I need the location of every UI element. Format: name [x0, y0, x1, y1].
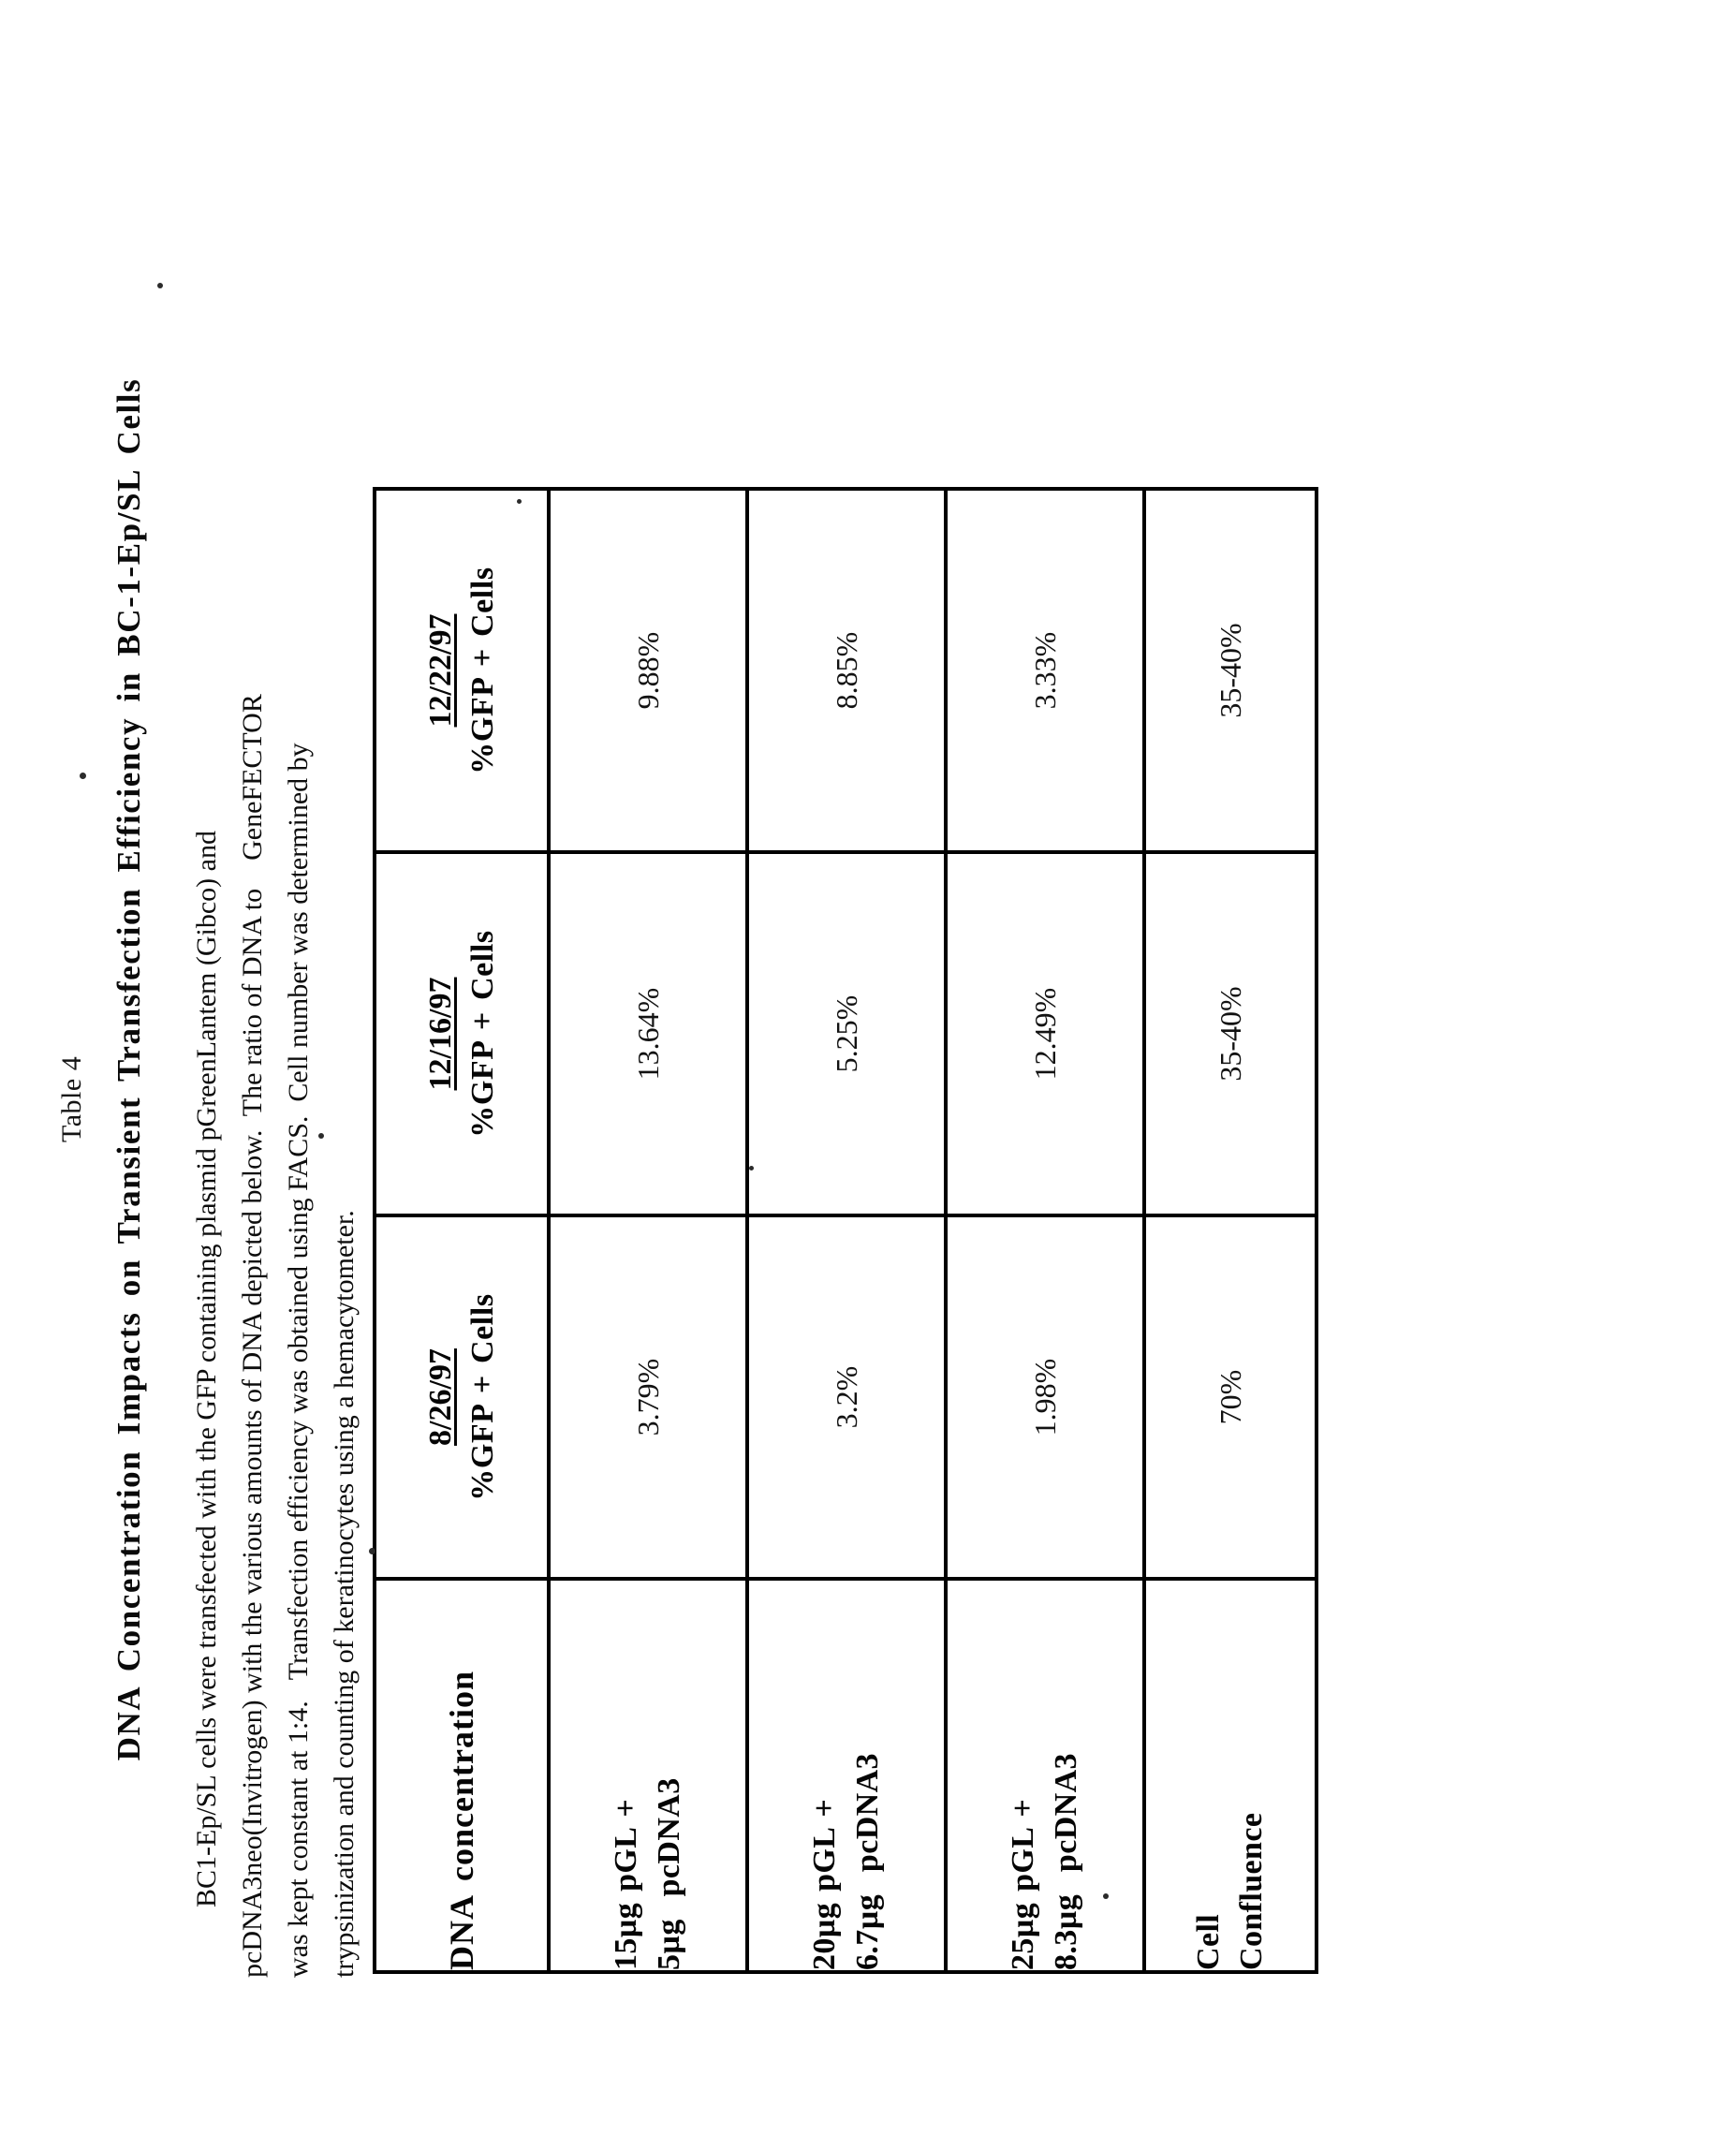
- cell-r1-c2: 13.64%: [549, 852, 747, 1215]
- row-label-cell-confluence: Cell Confluence: [1144, 1579, 1317, 1972]
- cell-r3-c2: 12.49%: [946, 852, 1144, 1215]
- cell-r2-c2: 5.25%: [747, 852, 946, 1215]
- paragraph-line-3: was kept constant at 1:4. Transfection e…: [275, 208, 321, 1978]
- row-label-25ug: 25µg pGL + 8.3µg pcDNA3: [946, 1579, 1144, 1972]
- table-number-label: Table 4: [56, 1056, 88, 1142]
- paragraph-line-1: BC1-Ep/SL cells were transfected with th…: [184, 208, 229, 1978]
- column-header-1997-08-26: 8/26/97 %GFP + Cells: [375, 1215, 549, 1579]
- column-header-metric-3: %GFP + Cells: [462, 491, 504, 850]
- scan-speck: [1103, 1893, 1109, 1899]
- cell-r3-c1: 1.98%: [946, 1215, 1144, 1579]
- column-header-1997-12-22: 12/22/97 %GFP + Cells: [375, 489, 549, 852]
- row-label-line-1: 20µg pGL +: [803, 1581, 846, 1970]
- page-title: DNA Concentration Impacts on Transient T…: [110, 152, 148, 1987]
- column-header-metric-1: %GFP + Cells: [462, 1217, 504, 1577]
- table-row: 25µg pGL + 8.3µg pcDNA3 1.98% 12.49% 3.3…: [946, 489, 1144, 1972]
- table-header-row: DNA concentration 8/26/97 %GFP + Cells 1…: [375, 489, 549, 1972]
- scan-speck: [318, 1133, 324, 1139]
- transfection-efficiency-table: DNA concentration 8/26/97 %GFP + Cells 1…: [373, 487, 1318, 1974]
- row-label-line-1: 15µg pGL +: [605, 1581, 648, 1970]
- cell-r4-c3: 35-40%: [1144, 489, 1317, 852]
- cell-r1-c3: 9.88%: [549, 489, 747, 852]
- cell-r2-c1: 3.2%: [747, 1215, 946, 1579]
- column-header-1997-12-16: 12/16/97 %GFP + Cells: [375, 852, 549, 1215]
- scan-speck: [369, 1548, 375, 1554]
- table-row: 15µg pGL + 5µg pcDNA3 3.79% 13.64% 9.88%: [549, 489, 747, 1972]
- table-row: Cell Confluence 70% 35-40% 35-40%: [1144, 489, 1317, 1972]
- cell-r2-c3: 8.85%: [747, 489, 946, 852]
- scan-speck: [749, 1166, 754, 1171]
- row-label-line-2: 8.3µg pcDNA3: [1045, 1581, 1088, 1970]
- row-label-20ug: 20µg pGL + 6.7µg pcDNA3: [747, 1579, 946, 1972]
- cell-r3-c3: 3.33%: [946, 489, 1144, 852]
- page-content: Table 4 DNA Concentration Impacts on Tra…: [0, 0, 1736, 2135]
- scan-speck: [517, 499, 522, 504]
- scan-speck: [157, 283, 163, 288]
- row-label-line-2: 5µg pcDNA3: [648, 1581, 691, 1970]
- row-label-line-2: Confluence: [1230, 1581, 1273, 1970]
- row-label-line-1: Cell: [1187, 1581, 1230, 1970]
- description-paragraph: BC1-Ep/SL cells were transfected with th…: [184, 208, 367, 1978]
- column-header-date-1: 8/26/97: [419, 1217, 462, 1577]
- cell-r4-c1: 70%: [1144, 1215, 1317, 1579]
- column-header-dna-concentration: DNA concentration: [375, 1579, 549, 1972]
- row-label-15ug: 15µg pGL + 5µg pcDNA3: [549, 1579, 747, 1972]
- paragraph-line-2: pcDNA3neo(Invitrogen) with the various a…: [229, 208, 275, 1978]
- scanned-page: Table 4 DNA Concentration Impacts on Tra…: [0, 0, 1736, 2135]
- scan-speck: [80, 773, 86, 779]
- column-header-date-2: 12/16/97: [419, 854, 462, 1214]
- table-row: 20µg pGL + 6.7µg pcDNA3 3.2% 5.25% 8.85%: [747, 489, 946, 1972]
- cell-r1-c1: 3.79%: [549, 1215, 747, 1579]
- paragraph-line-4: trypsinization and counting of keratinoc…: [321, 208, 367, 1978]
- column-header-date-3: 12/22/97: [419, 491, 462, 850]
- cell-r4-c2: 35-40%: [1144, 852, 1317, 1215]
- row-label-line-2: 6.7µg pcDNA3: [846, 1581, 890, 1970]
- row-label-line-1: 25µg pGL +: [1002, 1581, 1045, 1970]
- column-header-metric-2: %GFP + Cells: [462, 854, 504, 1214]
